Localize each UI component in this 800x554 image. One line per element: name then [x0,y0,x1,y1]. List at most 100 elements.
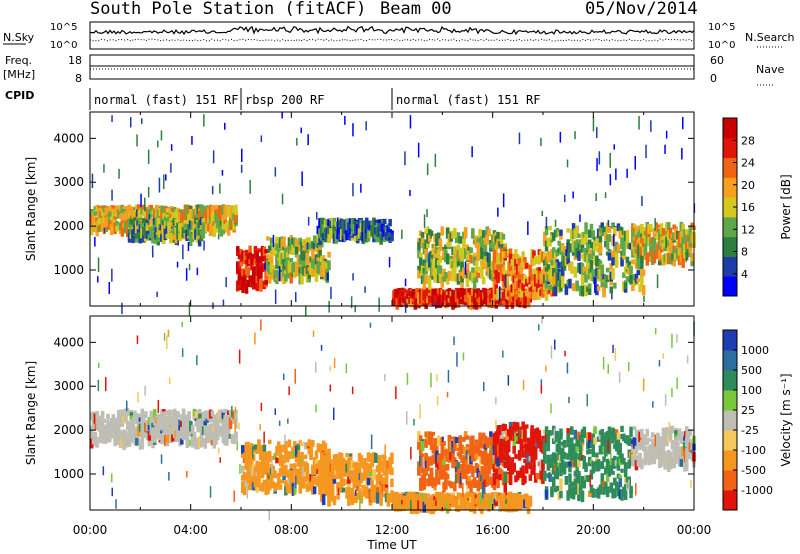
echo-cell [426,480,430,487]
echo-cell [227,415,231,425]
echo-cell [481,498,486,504]
echo-cell [476,272,480,278]
echo-cell [260,469,265,479]
echo-noise [352,273,354,281]
echo-cell [492,249,497,259]
echo-cell [507,262,511,274]
echo-noise [594,277,596,293]
echo-noise [364,286,366,293]
echo-cell [426,288,430,296]
echo-cell [436,249,441,255]
echo-cell [142,218,146,224]
echo-cell [519,470,524,476]
echo-cell [143,231,148,239]
echo-noise [219,183,221,194]
echo-cell [474,272,479,283]
echo-cell [143,222,148,230]
echo-cell [203,410,207,418]
echo-cell [652,255,657,264]
echo-cell [221,218,226,230]
echo-cell [365,221,369,230]
echo-cell [544,226,549,236]
echo-cell [154,217,159,226]
echo-cell [431,454,435,460]
echo-cell [145,419,150,432]
echo-noise [497,207,499,217]
echo-noise [499,286,501,301]
echo-cell [248,259,252,265]
echo-cell [345,487,349,499]
echo-cell [640,249,644,256]
echo-cell [118,430,123,437]
echo-cell [147,423,152,431]
echo-cell [356,482,360,492]
echo-cell [568,263,572,271]
echo-cell [106,425,110,434]
echo-cell [298,237,302,247]
echo-cell [232,420,236,425]
echo-cell [463,248,468,253]
echo-cell [631,259,635,265]
echo-cell [645,222,649,232]
echo-cell [521,429,525,439]
echo-cell [438,463,443,469]
echo-cell [153,427,157,437]
echo-cell [275,457,279,464]
echo-cell [476,444,480,454]
echo-cell [185,437,189,449]
echo-cell [492,298,497,308]
echo-noise [505,273,507,289]
echo-cell [571,251,576,256]
echo-cell [525,290,529,297]
echo-cell [379,485,383,498]
echo-cell [550,271,554,281]
echo-cell [451,298,455,309]
echo-cell [512,269,516,276]
echo-cell [334,467,338,475]
echo-noise [643,295,645,302]
echo-cell [167,416,171,427]
echo-cell [302,261,306,271]
echo-cell [259,461,263,473]
echo-cell [161,227,166,235]
echo-cell [634,273,639,283]
echo-cell [598,242,603,255]
echo-cell [426,433,430,439]
echo-cell [537,279,542,288]
echo-cell [106,419,110,428]
echo-cell [474,498,479,505]
echo-cell [316,257,320,262]
echo-cell [357,479,362,488]
echo-cell [436,278,441,284]
echo-cell [273,248,277,256]
echo-noise [559,131,562,143]
echo-cell [109,427,114,439]
echo-cell [447,444,452,452]
echo-cell [428,480,432,487]
echo-cell [442,249,446,259]
echo-cell [458,292,462,305]
echo-cell [320,484,324,495]
echo-cell [420,496,425,502]
echo-cell [508,501,513,512]
echo-cell [480,493,484,505]
echo-cell [451,447,455,453]
echo-cell [593,240,597,252]
echo-cell [417,469,421,475]
echo-cell [131,209,135,219]
echo-noise [596,127,598,139]
echo-cell [327,495,331,506]
echo-cell [366,478,371,486]
echo-cell [241,268,245,276]
echo-cell [645,252,649,264]
echo-cell [638,234,642,242]
echo-cell [248,453,252,466]
echo-cell [645,227,649,239]
echo-cell [499,453,504,463]
echo-cell [397,495,401,501]
echo-cell [442,464,446,477]
echo-cell [668,243,673,254]
echo-cell [496,433,500,446]
echo-cell [469,444,473,456]
echo-cell [532,456,536,469]
